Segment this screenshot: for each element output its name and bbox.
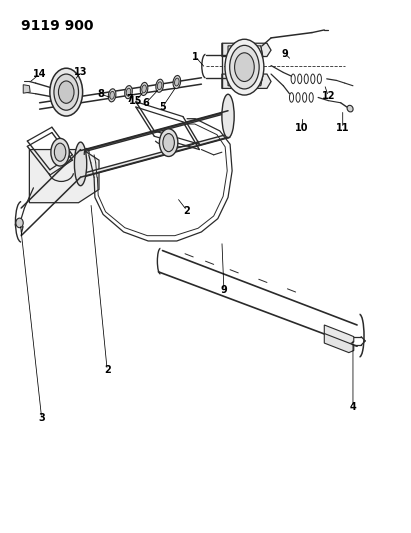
- Ellipse shape: [125, 86, 132, 99]
- Polygon shape: [222, 74, 271, 88]
- Ellipse shape: [16, 218, 23, 228]
- Polygon shape: [324, 334, 354, 353]
- Ellipse shape: [235, 53, 254, 82]
- Ellipse shape: [110, 91, 114, 99]
- Polygon shape: [228, 46, 263, 67]
- Text: 9: 9: [282, 49, 289, 59]
- Ellipse shape: [225, 39, 264, 95]
- Ellipse shape: [51, 139, 69, 166]
- Ellipse shape: [126, 88, 131, 96]
- Text: 4: 4: [350, 402, 356, 413]
- Polygon shape: [222, 43, 271, 56]
- Ellipse shape: [156, 79, 164, 92]
- Polygon shape: [79, 111, 230, 154]
- Text: 3: 3: [38, 413, 45, 423]
- Ellipse shape: [54, 143, 66, 161]
- Text: 8: 8: [97, 89, 104, 99]
- Text: 6: 6: [143, 98, 150, 108]
- Ellipse shape: [175, 78, 179, 86]
- Text: 12: 12: [322, 91, 335, 101]
- Text: 1: 1: [192, 52, 199, 61]
- Text: 10: 10: [295, 123, 309, 133]
- Ellipse shape: [222, 94, 234, 138]
- Ellipse shape: [163, 134, 174, 152]
- Text: 2: 2: [104, 365, 111, 375]
- Ellipse shape: [347, 106, 353, 112]
- Text: 7: 7: [126, 94, 133, 104]
- Polygon shape: [228, 64, 263, 86]
- Polygon shape: [29, 150, 99, 203]
- Text: 5: 5: [159, 102, 166, 112]
- Ellipse shape: [58, 81, 74, 103]
- Text: 11: 11: [336, 123, 349, 133]
- Ellipse shape: [230, 45, 259, 89]
- Text: 9: 9: [221, 286, 227, 295]
- Polygon shape: [324, 325, 354, 344]
- Ellipse shape: [74, 142, 87, 185]
- Ellipse shape: [159, 129, 178, 157]
- Text: 13: 13: [74, 68, 87, 77]
- Ellipse shape: [54, 74, 79, 110]
- Ellipse shape: [173, 76, 180, 88]
- Ellipse shape: [109, 89, 116, 102]
- Text: 14: 14: [33, 69, 46, 79]
- Polygon shape: [79, 135, 230, 177]
- Ellipse shape: [140, 83, 148, 95]
- Text: 9119 900: 9119 900: [21, 19, 94, 33]
- Ellipse shape: [157, 82, 162, 90]
- Text: 2: 2: [184, 206, 190, 216]
- Polygon shape: [23, 85, 30, 93]
- Ellipse shape: [50, 68, 83, 116]
- Text: 15: 15: [129, 95, 143, 106]
- Ellipse shape: [142, 85, 146, 93]
